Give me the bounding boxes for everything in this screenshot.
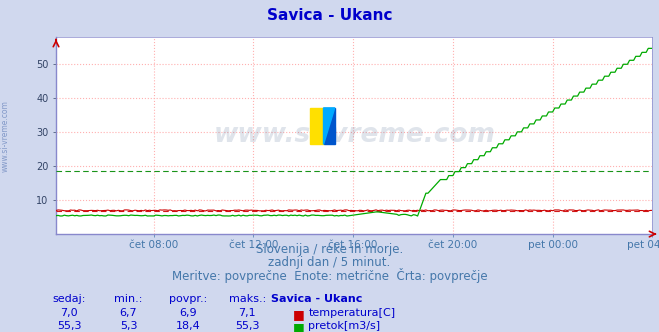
- Bar: [310, 108, 324, 144]
- Text: 5,3: 5,3: [120, 321, 137, 331]
- Text: povpr.:: povpr.:: [169, 294, 207, 304]
- Text: Savica - Ukanc: Savica - Ukanc: [267, 8, 392, 23]
- Text: 18,4: 18,4: [175, 321, 200, 331]
- Text: www.si-vreme.com: www.si-vreme.com: [214, 122, 495, 148]
- Text: 6,7: 6,7: [120, 308, 137, 318]
- Text: 7,1: 7,1: [239, 308, 256, 318]
- Text: sedaj:: sedaj:: [53, 294, 86, 304]
- Text: maks.:: maks.:: [229, 294, 266, 304]
- Text: min.:: min.:: [114, 294, 143, 304]
- Text: 55,3: 55,3: [235, 321, 260, 331]
- Text: pretok[m3/s]: pretok[m3/s]: [308, 321, 380, 331]
- Text: Slovenija / reke in morje.: Slovenija / reke in morje.: [256, 243, 403, 256]
- Text: Savica - Ukanc: Savica - Ukanc: [271, 294, 362, 304]
- Text: Meritve: povprečne  Enote: metrične  Črta: povprečje: Meritve: povprečne Enote: metrične Črta:…: [172, 268, 487, 283]
- Text: temperatura[C]: temperatura[C]: [308, 308, 395, 318]
- Polygon shape: [324, 108, 335, 144]
- Text: zadnji dan / 5 minut.: zadnji dan / 5 minut.: [268, 256, 391, 269]
- Text: ■: ■: [293, 321, 304, 332]
- Text: www.si-vreme.com: www.si-vreme.com: [1, 100, 10, 172]
- Text: ■: ■: [293, 308, 304, 321]
- Text: 7,0: 7,0: [61, 308, 78, 318]
- Text: 55,3: 55,3: [57, 321, 82, 331]
- Text: 6,9: 6,9: [179, 308, 196, 318]
- Polygon shape: [324, 108, 335, 144]
